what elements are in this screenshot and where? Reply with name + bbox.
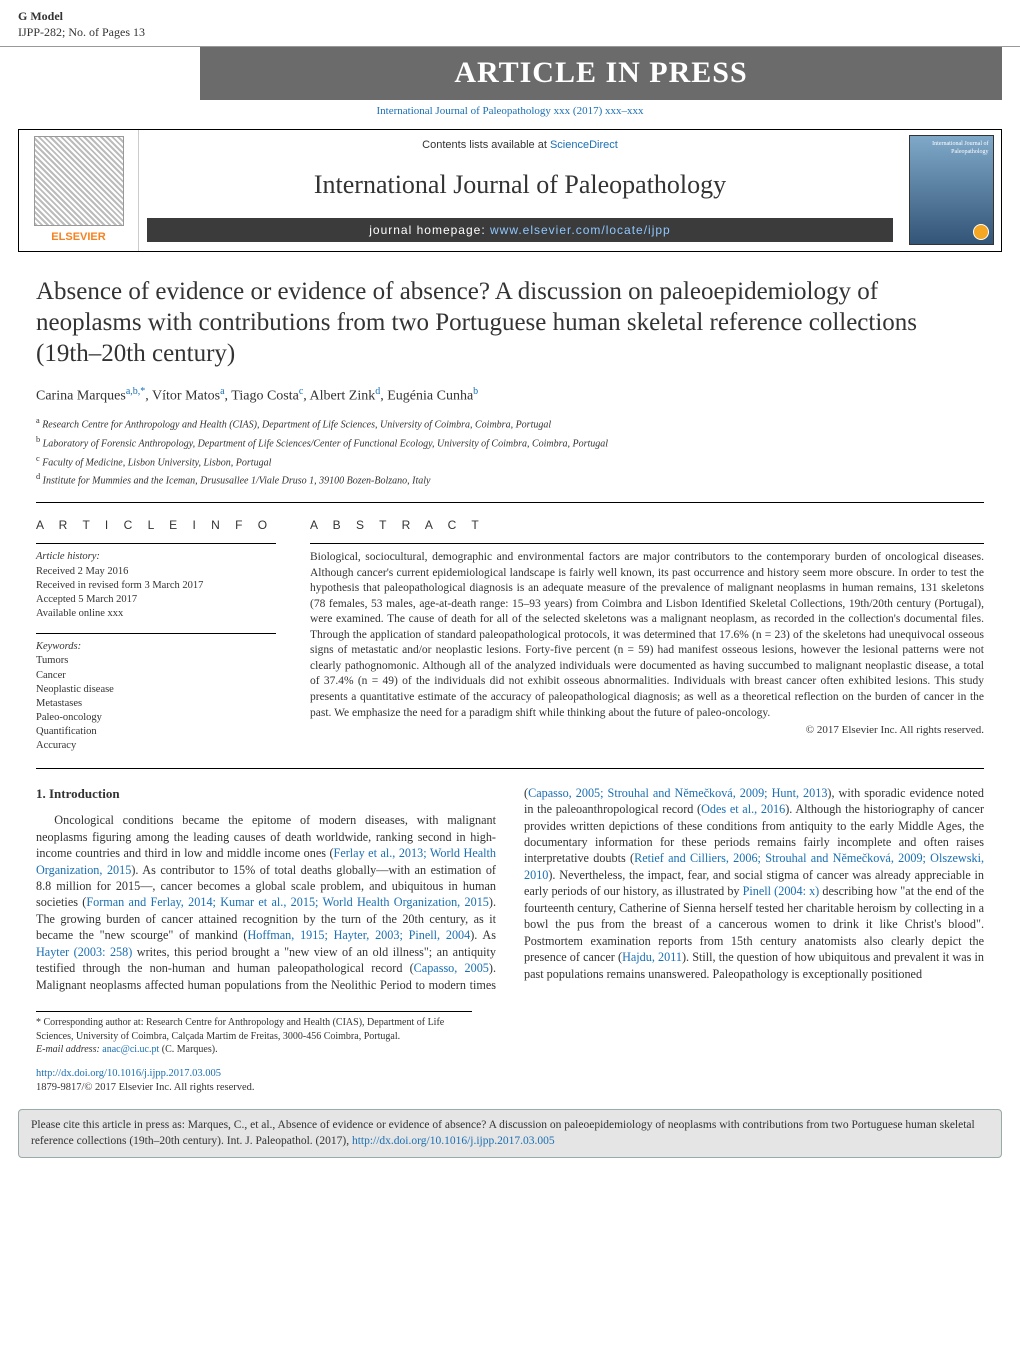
ref-link-5[interactable]: Capasso, 2005 — [414, 961, 489, 975]
journal-name: International Journal of Paleopathology — [314, 167, 726, 202]
cover-badge-icon — [973, 224, 989, 240]
intro-para-1: Oncological conditions became the epitom… — [36, 785, 984, 994]
rule-top — [36, 502, 984, 503]
doi-link[interactable]: http://dx.doi.org/10.1016/j.ijpp.2017.03… — [36, 1068, 221, 1079]
keyword-3: Neoplastic disease — [36, 683, 276, 697]
abs-rule — [310, 543, 984, 544]
sciencedirect-link[interactable]: ScienceDirect — [550, 139, 618, 151]
author-4-sup: d — [375, 386, 380, 397]
info-rule-1 — [36, 543, 276, 544]
history-online: Available online xxx — [36, 607, 276, 621]
abstract-heading: A B S T R A C T — [310, 517, 984, 533]
keyword-1: Tumors — [36, 654, 276, 668]
cite-doi-link[interactable]: http://dx.doi.org/10.1016/j.ijpp.2017.03… — [352, 1135, 555, 1147]
publisher-logo: ELSEVIER — [19, 130, 139, 251]
keyword-4: Metastases — [36, 697, 276, 711]
pub-info: http://dx.doi.org/10.1016/j.ijpp.2017.03… — [36, 1067, 984, 1095]
abstract-copyright: © 2017 Elsevier Inc. All rights reserved… — [310, 723, 984, 738]
author-2-sup: a — [220, 386, 224, 397]
keyword-5: Paleo-oncology — [36, 711, 276, 725]
gmodel-ref: IJPP-282; No. of Pages 13 — [18, 24, 145, 40]
body-columns: 1. Introduction Oncological conditions b… — [36, 785, 984, 994]
corresponding-author: * Corresponding author at: Research Cent… — [36, 1016, 472, 1043]
ref-link-9[interactable]: Pinell (2004: x) — [743, 884, 820, 898]
gmodel-block: G Model IJPP-282; No. of Pages 13 — [18, 8, 145, 40]
author-4: Albert Zink — [310, 389, 376, 404]
publisher-name: ELSEVIER — [51, 230, 105, 245]
authors-line: Carina Marquesa,b,*, Vítor Matosa, Tiago… — [36, 385, 984, 407]
issn-line: 1879-9817/© 2017 Elsevier Inc. All right… — [36, 1082, 255, 1093]
info-abstract-row: A R T I C L E I N F O Article history: R… — [36, 517, 984, 753]
homepage-prefix: journal homepage: — [369, 223, 490, 237]
header-citation-link[interactable]: International Journal of Paleopathology … — [376, 105, 643, 117]
email-after: (C. Marques). — [159, 1044, 217, 1055]
in-press-banner: ARTICLE IN PRESS — [200, 47, 1002, 100]
info-rule-2 — [36, 633, 276, 634]
journal-band: ELSEVIER Contents lists available at Sci… — [18, 129, 1002, 252]
rule-bottom — [36, 768, 984, 769]
contents-line: Contents lists available at ScienceDirec… — [422, 138, 618, 153]
affiliation-a: a Research Centre for Anthropology and H… — [36, 415, 984, 432]
gmodel-label: G Model — [18, 8, 145, 24]
article-title: Absence of evidence or evidence of absen… — [36, 276, 984, 370]
history-revised: Received in revised form 3 March 2017 — [36, 579, 276, 593]
article-info-col: A R T I C L E I N F O Article history: R… — [36, 517, 276, 753]
affiliation-b: b Laboratory of Forensic Anthropology, D… — [36, 434, 984, 451]
email-line: E-mail address: anac@ci.uc.pt (C. Marque… — [36, 1043, 472, 1057]
abstract-col: A B S T R A C T Biological, sociocultura… — [310, 517, 984, 753]
keyword-7: Accuracy — [36, 739, 276, 753]
ref-link-3[interactable]: Hoffman, 1915; Hayter, 2003; Pinell, 200… — [247, 928, 470, 942]
author-2: Vítor Matos — [152, 389, 220, 404]
keywords-label: Keywords: — [36, 640, 276, 654]
abstract-text: Biological, sociocultural, demographic a… — [310, 550, 984, 721]
author-1: Carina Marques — [36, 389, 126, 404]
history-accepted: Accepted 5 March 2017 — [36, 593, 276, 607]
ref-link-10[interactable]: Hajdu, 2011 — [622, 950, 682, 964]
cover-thumb: International Journal of Paleopathology — [901, 130, 1001, 251]
cite-box: Please cite this article in press as: Ma… — [18, 1109, 1002, 1158]
keywords-block: Keywords: Tumors Cancer Neoplastic disea… — [36, 640, 276, 753]
article-history: Article history: Received 2 May 2016 Rec… — [36, 550, 276, 621]
running-header: G Model IJPP-282; No. of Pages 13 — [0, 0, 1020, 47]
history-received: Received 2 May 2016 — [36, 565, 276, 579]
author-5-sup: b — [473, 386, 478, 397]
email-label: E-mail address: — [36, 1044, 102, 1055]
author-5: Eugénia Cunha — [387, 389, 473, 404]
keyword-2: Cancer — [36, 669, 276, 683]
author-3-sup: c — [299, 386, 303, 397]
ref-link-7[interactable]: Odes et al., 2016 — [701, 802, 785, 816]
author-3: Tiago Costa — [231, 389, 299, 404]
email-link[interactable]: anac@ci.uc.pt — [102, 1044, 159, 1055]
affiliation-d: d Institute for Mummies and the Iceman, … — [36, 471, 984, 488]
cover-label: International Journal of Paleopathology — [914, 140, 989, 156]
ref-link-4[interactable]: Hayter (2003: 258) — [36, 945, 132, 959]
intro-heading: 1. Introduction — [36, 785, 496, 803]
author-1-sup: a,b,* — [126, 386, 145, 397]
affiliation-c: c Faculty of Medicine, Lisbon University… — [36, 453, 984, 470]
article-info-heading: A R T I C L E I N F O — [36, 517, 276, 533]
homepage-link[interactable]: www.elsevier.com/locate/ijpp — [490, 223, 671, 237]
ref-link-6[interactable]: Capasso, 2005; Strouhal and Němečková, 2… — [528, 786, 827, 800]
contents-prefix: Contents lists available at — [422, 139, 550, 151]
header-citation-line: International Journal of Paleopathology … — [0, 104, 1020, 119]
journal-mid: Contents lists available at ScienceDirec… — [139, 130, 901, 251]
ref-link-2[interactable]: Forman and Ferlay, 2014; Kumar et al., 2… — [86, 895, 489, 909]
history-label: Article history: — [36, 550, 276, 564]
journal-cover-icon: International Journal of Paleopathology — [909, 135, 994, 245]
article-body: Absence of evidence or evidence of absen… — [0, 276, 1020, 1096]
keyword-6: Quantification — [36, 725, 276, 739]
homepage-bar: journal homepage: www.elsevier.com/locat… — [147, 218, 893, 242]
footnotes: * Corresponding author at: Research Cent… — [36, 1011, 472, 1057]
elsevier-tree-icon — [34, 136, 124, 226]
